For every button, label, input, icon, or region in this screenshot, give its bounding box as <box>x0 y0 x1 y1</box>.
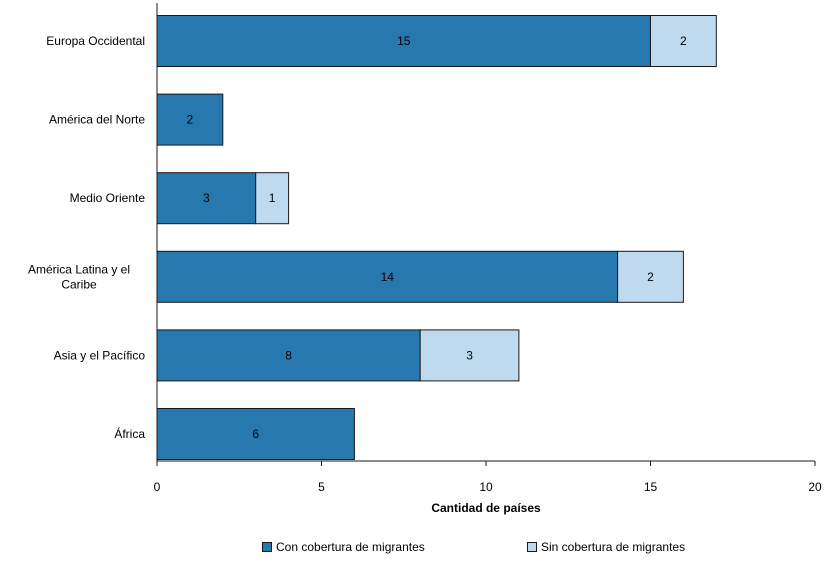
data-label: 2 <box>647 270 654 284</box>
x-tick-label: 20 <box>808 480 822 494</box>
legend-label-sin-cobertura: Sin cobertura de migrantes <box>541 540 686 554</box>
category-label: Medio Oriente <box>70 191 146 205</box>
bar-segment <box>617 250 684 303</box>
bar-segment <box>156 172 257 225</box>
bar-segment <box>156 250 619 303</box>
bar-segment <box>650 15 717 67</box>
x-tick-label: 0 <box>154 480 161 494</box>
data-label: 6 <box>252 427 259 441</box>
data-label: 15 <box>397 34 411 48</box>
x-axis-title: Cantidad de países <box>431 501 541 515</box>
legend-swatch-sin-cobertura <box>527 542 537 552</box>
data-label: 2 <box>187 113 194 127</box>
data-label: 8 <box>285 348 292 362</box>
bar-segment <box>156 15 651 67</box>
x-tick-label: 10 <box>479 480 493 494</box>
category-label: Europa Occidental <box>46 34 145 48</box>
x-tick-label: 15 <box>644 480 658 494</box>
category-label: América del Norte <box>49 113 145 127</box>
data-label: 14 <box>381 270 395 284</box>
legend-swatch-con-cobertura <box>262 542 272 552</box>
category-label: América Latina y el Caribe <box>28 262 130 291</box>
category-label: África <box>114 426 145 441</box>
legend: Con cobertura de migrantes Sin cobertura… <box>0 540 839 560</box>
data-label: 2 <box>680 34 687 48</box>
category-label: Asia y el Pacífico <box>54 348 146 362</box>
bar-segment <box>255 172 290 225</box>
bar-segment <box>156 408 355 460</box>
x-tick-label: 5 <box>318 480 325 494</box>
data-label: 3 <box>203 191 210 205</box>
bar-segment <box>156 93 224 146</box>
bar-segment <box>419 329 520 382</box>
legend-item-con-cobertura: Con cobertura de migrantes <box>262 540 425 554</box>
legend-item-sin-cobertura: Sin cobertura de migrantes <box>527 540 685 554</box>
legend-label-con-cobertura: Con cobertura de migrantes <box>276 540 425 554</box>
data-label: 1 <box>269 191 276 205</box>
data-label: 3 <box>466 348 473 362</box>
